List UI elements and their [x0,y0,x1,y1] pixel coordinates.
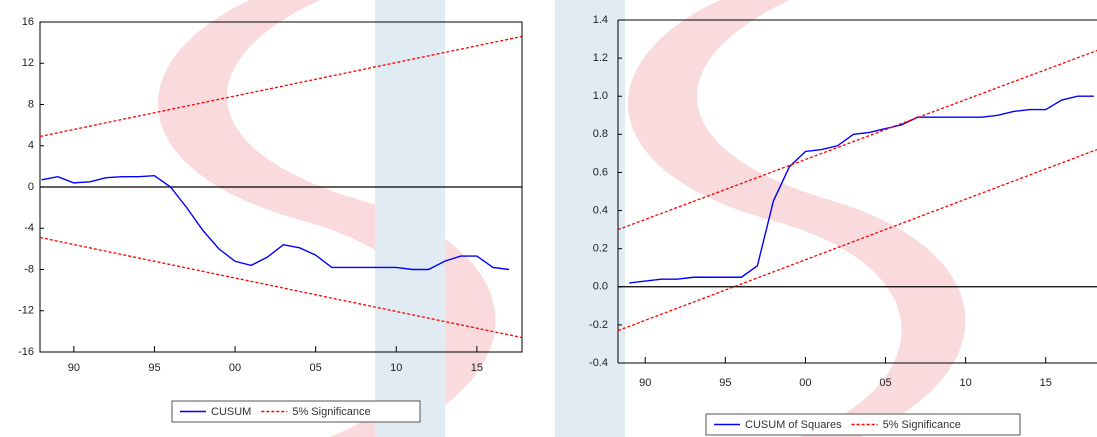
watermark-shape [627,0,966,437]
x-tick-label: 00 [799,377,811,389]
x-tick-label: 95 [719,377,731,389]
legend-label: 5% Significance [292,406,370,418]
significance-lower [617,148,1097,332]
plot: 16 12 8 4 0 -4 -8 -12 -16 90 95 00 05 10 15 CUSUM 5% Sig… [18,16,523,423]
x-tick-label: 00 [229,362,241,374]
legend-label: 5% Significance [883,419,961,431]
x-tick-label: 90 [639,377,651,389]
watermark-shape [157,0,496,437]
y-tick-label: 4 [28,140,34,152]
x-tick-label: 95 [148,362,160,374]
legend: CUSUM 5% Significance [171,400,421,423]
x-tick-label: 15 [471,362,483,374]
y-tick-label: 1.0 [593,90,608,102]
legend: CUSUM of Squares 5% Significance [705,413,1021,436]
y-tick-label: -0.2 [589,319,608,331]
y-tick-label: 8 [28,98,34,110]
y-tick-label: 0.0 [593,281,608,293]
legend-label: CUSUM [211,406,251,418]
y-tick-label: 0.8 [593,128,608,140]
y-tick-label: -4 [24,222,34,234]
y-tick-label: 1.4 [593,14,608,26]
y-tick-label: -12 [18,305,34,317]
y-tick-label: 0 [28,181,34,193]
y-tick-label: -0.4 [589,357,608,369]
y-tick-label: 12 [22,57,34,69]
y-tick-label: -8 [24,263,34,275]
x-tick-label: 05 [310,362,322,374]
plot: 1.4 1.2 1.0 0.8 0.6 0.4 0.2 0.0 -0.2 -0.4 90 95 00 05… [589,14,1097,436]
significance-upper [617,49,1097,231]
legend-label: CUSUM of Squares [745,419,842,431]
x-tick-label: 15 [1040,377,1052,389]
watermark-band [375,0,445,437]
watermark [157,0,966,437]
watermark-band [555,0,625,437]
x-tick-label: 10 [390,362,402,374]
legend-box [171,400,421,423]
x-tick-label: 05 [879,377,891,389]
y-tick-label: 0.2 [593,243,608,255]
y-tick-label: 16 [22,16,34,28]
y-tick-label: 0.4 [593,204,608,216]
series-line [629,95,1094,284]
series-line [41,174,510,271]
y-tick-label: -16 [18,346,34,358]
significance-lower [39,236,523,339]
y-tick-label: 0.6 [593,166,608,178]
x-tick-label: 10 [960,377,972,389]
y-tick-label: 1.2 [593,52,608,64]
significance-upper [39,35,523,138]
x-tick-label: 90 [68,362,80,374]
